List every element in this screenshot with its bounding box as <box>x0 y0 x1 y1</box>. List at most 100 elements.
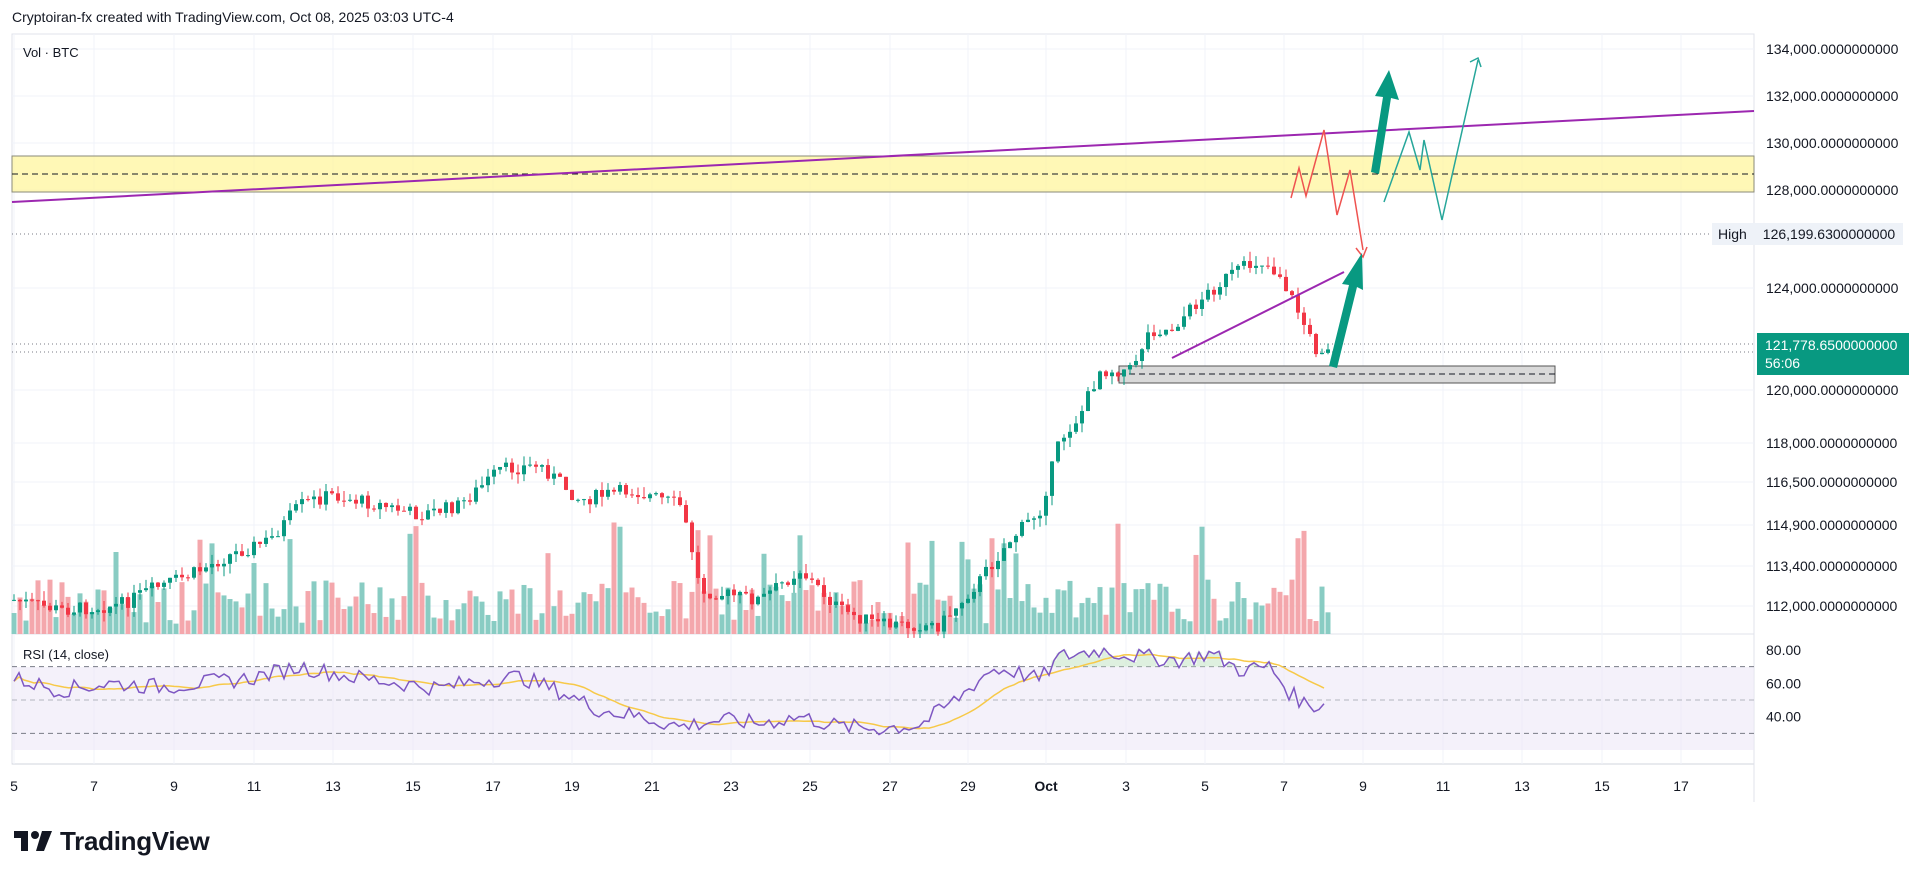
candle-body <box>66 607 70 615</box>
volume-bar <box>929 540 935 634</box>
rsi-axis[interactable]: 80.00 60.00 40.00 <box>1766 642 1801 725</box>
bullish-arrow-large[interactable] <box>1371 70 1399 174</box>
volume-bar <box>293 606 299 634</box>
volume-bar <box>677 583 683 634</box>
candle-body <box>384 502 388 508</box>
rsi-overbought-segment <box>1131 661 1137 667</box>
candle-body <box>468 500 472 502</box>
volume-bar <box>1019 601 1025 634</box>
candle-body <box>1308 324 1312 334</box>
bullish-arrow-small[interactable] <box>1329 253 1363 368</box>
volume-bar <box>251 563 257 634</box>
volume-bar <box>1127 612 1133 634</box>
candle-body <box>846 605 850 612</box>
candle-body <box>720 595 724 600</box>
candle-body <box>1194 304 1198 309</box>
candle-body <box>732 589 736 596</box>
candle-body <box>474 487 478 502</box>
volume-bar <box>221 595 227 634</box>
candle-body <box>600 490 604 497</box>
candle-body <box>282 520 286 537</box>
volume-bar <box>1157 583 1163 634</box>
volume-bar <box>461 603 467 634</box>
candle-body <box>642 497 646 499</box>
candle-body <box>726 589 730 596</box>
volume-bar <box>821 592 827 634</box>
candle-body <box>192 567 196 578</box>
volume-bar <box>1139 589 1145 634</box>
rsi-line <box>13 647 1325 736</box>
candle-body <box>1248 261 1252 268</box>
volume-bar <box>1025 584 1031 634</box>
time-tick-label: 9 <box>1359 778 1367 794</box>
candle-body <box>804 573 808 579</box>
volume-bar <box>53 617 59 634</box>
candle-body <box>954 608 958 616</box>
volume-bar <box>1289 579 1295 634</box>
candle-body <box>996 560 1000 570</box>
candle-body <box>1014 535 1018 543</box>
candle-body <box>1050 461 1054 496</box>
candle-body <box>492 469 496 477</box>
candle-body <box>450 502 454 514</box>
candle-body <box>516 472 520 475</box>
rsi-overbought-segment <box>1141 653 1147 667</box>
candle-body <box>1086 391 1090 412</box>
candle-body <box>1206 289 1210 300</box>
candle-body <box>864 614 868 624</box>
candle-body <box>60 605 64 608</box>
volume-bar <box>845 603 851 634</box>
short-trendline[interactable] <box>1171 271 1345 359</box>
time-tick-label: 25 <box>802 778 818 794</box>
candle-body <box>486 476 490 486</box>
candle-body <box>738 591 742 596</box>
price-tick-label: 132,000.0000000000 <box>1766 88 1899 104</box>
candle-body <box>354 499 358 504</box>
candle-body <box>246 555 250 557</box>
volume-bar <box>227 599 233 634</box>
candle-body <box>378 502 382 510</box>
bullish-scenario-path[interactable] <box>1383 59 1479 221</box>
volume-bar <box>569 613 575 634</box>
candle-body <box>702 577 706 594</box>
price-tick-label: 112,000.0000000000 <box>1766 598 1898 614</box>
candle-body <box>108 606 112 613</box>
rsi-overbought-segment <box>1101 648 1107 667</box>
time-tick-label: 7 <box>1280 778 1288 794</box>
volume-bar <box>1091 603 1097 634</box>
volume-bar <box>119 604 125 634</box>
candle-body <box>438 508 442 513</box>
volume-bar <box>767 584 773 634</box>
candle-body <box>834 601 838 605</box>
time-axis[interactable]: 5 7 9 11 13 15 17 19 21 23 25 27 29 Oct 3 5 7 9 11 13 15 17 <box>10 778 1689 794</box>
volume-bar <box>515 613 521 634</box>
volume-bar <box>491 620 497 634</box>
volume-bar <box>839 605 845 634</box>
candle-body <box>1110 372 1114 377</box>
volume-bar <box>335 597 341 634</box>
volume-bar <box>989 538 995 634</box>
candle-body <box>1320 352 1324 355</box>
volume-bar <box>635 597 641 634</box>
rsi-overbought-segment <box>1196 652 1202 667</box>
candle-body <box>342 500 346 502</box>
candle-body <box>984 566 988 577</box>
candle-body <box>96 610 100 613</box>
candle-body <box>216 563 220 567</box>
volume-bar <box>1133 589 1139 634</box>
candle-body <box>276 536 280 538</box>
time-tick-label: 23 <box>723 778 739 794</box>
price-axis[interactable]: 134,000.0000000000 132,000.0000000000 130,… <box>1766 41 1899 614</box>
candle-body <box>624 485 628 495</box>
rsi-tick-label: 40.00 <box>1766 709 1801 725</box>
bearish-scenario-path[interactable] <box>1290 129 1364 251</box>
bullish-scenario-arrowhead <box>1469 56 1482 68</box>
price-tick-label: 118,000.0000000000 <box>1766 435 1898 451</box>
candle-body <box>1218 287 1222 295</box>
candle-body <box>78 602 82 613</box>
candle-body <box>138 590 142 593</box>
volume-bar <box>281 609 287 634</box>
candle-body <box>24 599 28 602</box>
tradingview-logo[interactable]: TradingView <box>14 826 210 856</box>
